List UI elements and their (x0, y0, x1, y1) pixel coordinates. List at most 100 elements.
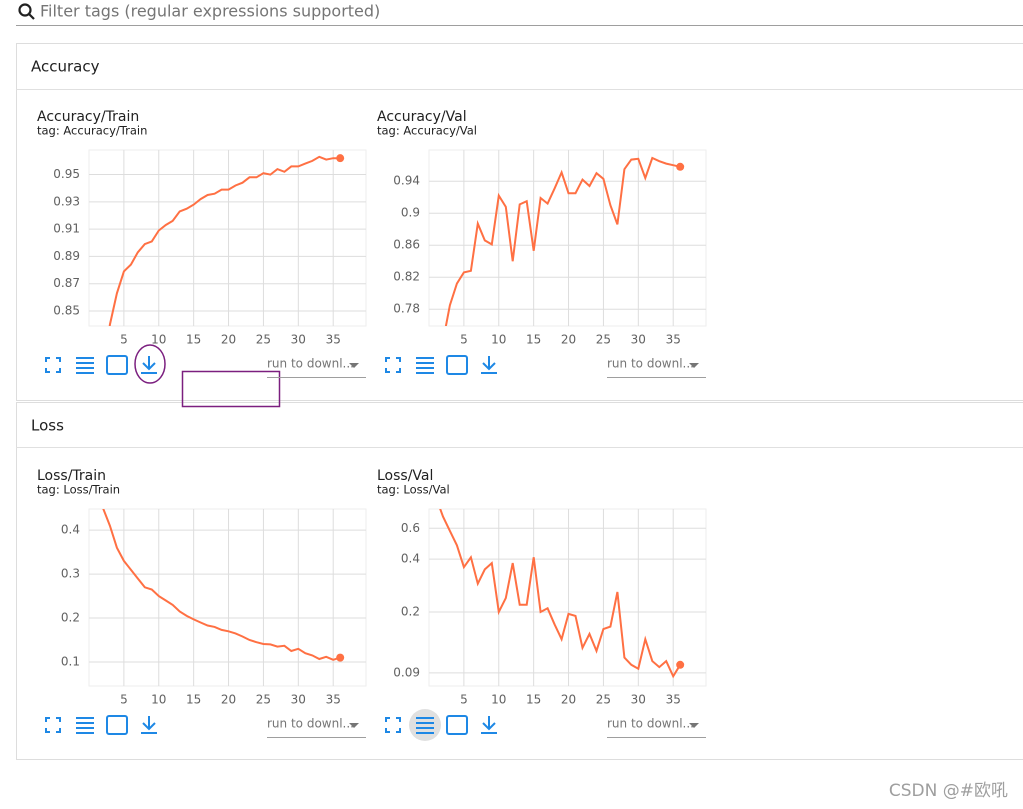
y-tick-label: 0.09 (393, 665, 420, 679)
hover-highlight (409, 709, 441, 741)
toolbar (45, 715, 157, 735)
x-tick-label: 35 (666, 693, 681, 707)
fullscreen-button[interactable] (385, 357, 401, 373)
last-point (336, 154, 345, 163)
x-tick-label: 20 (561, 333, 576, 347)
dropdown-arrow (349, 723, 359, 728)
log-toggle-button[interactable] (76, 717, 94, 734)
section-card (16, 402, 1023, 760)
chart-title: Loss/Val (377, 468, 433, 484)
y-tick-label: 0.86 (393, 238, 420, 252)
x-tick-label: 35 (666, 333, 681, 347)
fit-button[interactable] (106, 715, 128, 735)
search-icon (18, 3, 35, 20)
toolbar (45, 355, 157, 375)
fullscreen-button[interactable] (45, 357, 61, 373)
y-tick-label: 0.95 (53, 167, 80, 181)
chart-tag: tag: Accuracy/Val (377, 124, 477, 138)
y-tick-label: 0.91 (53, 222, 80, 236)
last-point (336, 653, 345, 662)
x-tick-label: 20 (221, 333, 236, 347)
log-toggle-button[interactable] (416, 717, 434, 734)
x-tick-label: 30 (631, 693, 646, 707)
x-tick-label: 25 (256, 333, 271, 347)
chart-title: Loss/Train (37, 468, 106, 484)
dropdown-arrow (689, 723, 699, 728)
y-tick-label: 0.4 (61, 523, 80, 537)
y-tick-label: 0.87 (53, 276, 80, 290)
y-tick-label: 0.85 (53, 303, 80, 317)
x-tick-label: 20 (561, 693, 576, 707)
dropdown-arrow (349, 363, 359, 368)
y-tick-label: 0.94 (393, 174, 420, 188)
annotation-circle (134, 344, 166, 384)
x-tick-label: 15 (186, 333, 201, 347)
section-title[interactable]: Accuracy (31, 58, 100, 76)
chart-title: Accuracy/Train (37, 109, 139, 125)
x-tick-label: 5 (120, 333, 128, 347)
x-tick-label: 30 (291, 333, 306, 347)
toolbar (385, 355, 497, 375)
x-tick-label: 25 (256, 693, 271, 707)
series-line (108, 155, 341, 326)
series-line (444, 156, 681, 326)
fullscreen-button[interactable] (385, 717, 401, 733)
y-tick-label: 0.82 (393, 270, 420, 284)
y-tick-label: 0.2 (61, 611, 80, 625)
x-tick-label: 35 (326, 693, 341, 707)
x-tick-label: 5 (120, 693, 128, 707)
y-tick-label: 0.2 (401, 604, 420, 618)
fullscreen-button[interactable] (45, 717, 61, 733)
run-selector[interactable]: run to downl... (607, 357, 694, 371)
run-selector[interactable]: run to downl... (607, 717, 694, 731)
download-button[interactable] (481, 716, 497, 734)
plot-area (88, 508, 367, 687)
download-button[interactable] (481, 356, 497, 374)
x-tick-label: 10 (491, 333, 506, 347)
y-tick-label: 0.78 (393, 302, 420, 316)
x-tick-label: 20 (221, 693, 236, 707)
fit-button[interactable] (446, 355, 468, 375)
last-point (676, 660, 685, 669)
download-button[interactable] (141, 356, 157, 374)
x-tick-label: 25 (596, 333, 611, 347)
x-tick-label: 30 (631, 333, 646, 347)
filter-input[interactable]: Filter tags (regular expressions support… (40, 2, 380, 21)
chart-title: Accuracy/Val (377, 109, 467, 125)
section-title[interactable]: Loss (31, 417, 64, 435)
plot-area (428, 508, 707, 687)
x-tick-label: 25 (596, 693, 611, 707)
y-tick-label: 0.89 (53, 249, 80, 263)
plot-area (428, 149, 707, 327)
y-tick-label: 0.4 (401, 552, 420, 566)
fit-button[interactable] (106, 355, 128, 375)
y-tick-label: 0.1 (61, 655, 80, 669)
x-tick-label: 35 (326, 333, 341, 347)
dropdown-arrow (689, 363, 699, 368)
log-toggle-button[interactable] (76, 357, 94, 374)
x-tick-label: 15 (186, 693, 201, 707)
y-tick-label: 0.3 (61, 567, 80, 581)
last-point (676, 162, 685, 171)
run-selector[interactable]: run to downl... (267, 357, 354, 371)
x-tick-label: 5 (460, 333, 468, 347)
x-tick-label: 10 (491, 693, 506, 707)
log-toggle-button[interactable] (416, 357, 434, 374)
y-tick-label: 0.93 (53, 194, 80, 208)
download-button[interactable] (141, 716, 157, 734)
x-tick-label: 15 (526, 333, 541, 347)
fit-button[interactable] (446, 715, 468, 735)
chart-tag: tag: Loss/Val (377, 483, 450, 497)
chart-tag: tag: Accuracy/Train (37, 124, 147, 138)
run-selector[interactable]: run to downl... (267, 717, 354, 731)
series-line (439, 509, 682, 679)
series-line (102, 509, 341, 661)
watermark: CSDN @#欧吼 (889, 781, 1008, 801)
x-tick-label: 15 (526, 693, 541, 707)
x-tick-label: 5 (460, 693, 468, 707)
x-tick-label: 10 (151, 693, 166, 707)
plot-area (88, 149, 367, 327)
y-tick-label: 0.6 (401, 521, 420, 535)
toolbar (385, 709, 497, 741)
x-tick-label: 10 (151, 333, 166, 347)
